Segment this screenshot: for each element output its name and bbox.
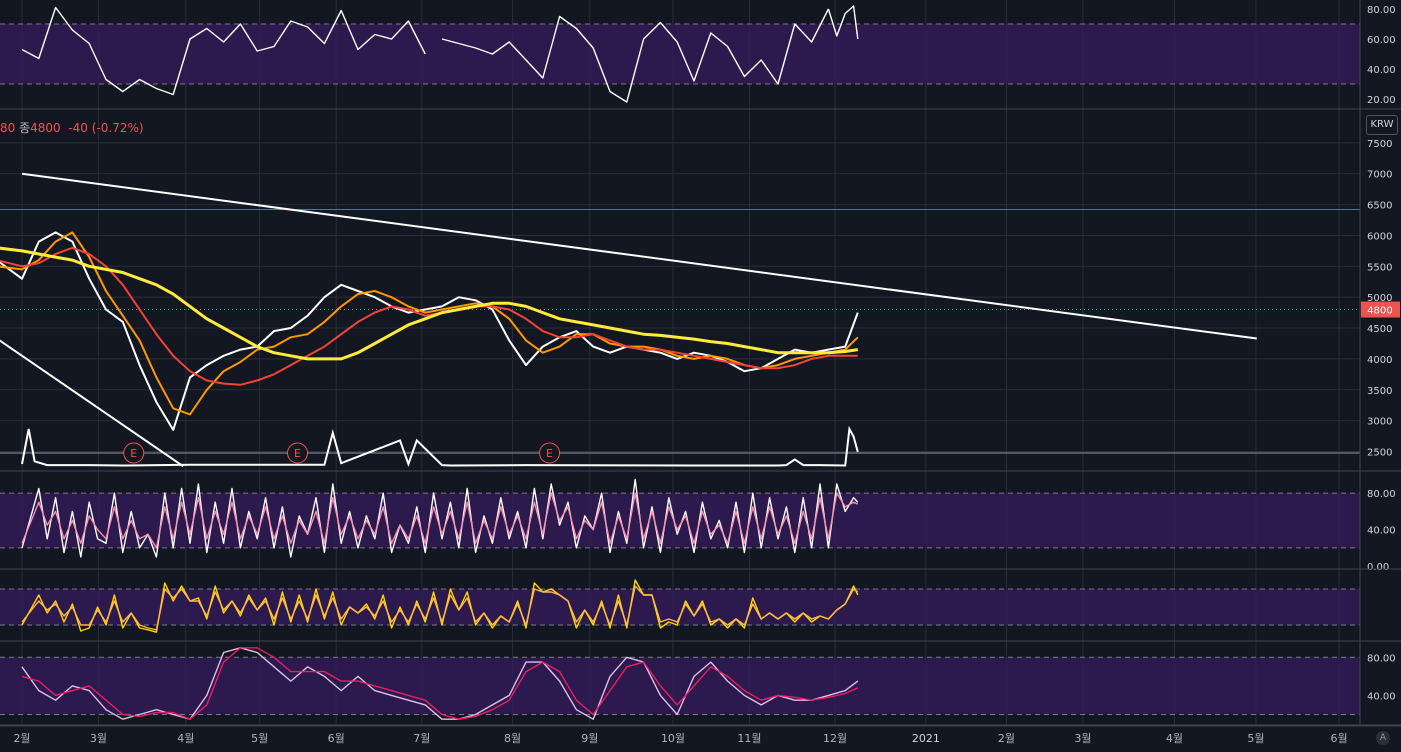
ohlc-prefix: 80 [0,121,16,135]
close-label: 종 [19,121,31,135]
y-tick-label: 6000 [1367,231,1392,242]
moving-average-series [0,231,859,431]
y-tick-label: 80.00 [1367,489,1396,500]
y-tick-label: 20.00 [1367,95,1396,106]
y-tick-label: 5000 [1367,293,1392,304]
indicator-series [441,8,830,103]
earnings-marker [123,442,145,464]
x-tick-label: 12월 [823,732,847,745]
y-tick-label: 3500 [1367,386,1392,397]
indicator-series [21,585,859,631]
x-tick-label: 2월 [13,732,30,745]
ohlc-legend: 80 종4800 -40 (-0.72%) [0,119,144,136]
indicator-band [0,24,1360,84]
x-tick-label: 3월 [1074,732,1091,745]
x-tick-label: 5월 [251,732,268,745]
x-tick-label: 11월 [737,732,761,745]
moving-average-series [0,231,859,416]
y-tick-label: 7000 [1367,170,1392,181]
change-value: -40 (-0.72%) [68,121,144,135]
trendline [0,339,184,468]
x-tick-label: 2월 [998,732,1015,745]
y-tick-label: 3000 [1367,417,1392,428]
indicator-band [0,657,1360,715]
x-tick-label: 4월 [1166,732,1183,745]
earnings-marker [539,442,561,464]
auto-scale-button[interactable]: A [1376,731,1390,745]
x-tick-label: 8월 [504,732,521,745]
x-tick-label: 6월 [328,732,345,745]
x-tick-label: 5월 [1247,732,1264,745]
y-tick-label: 4000 [1367,355,1392,366]
y-tick-label: 4500 [1367,324,1392,335]
y-tick-label: 80.00 [1367,653,1396,664]
earnings-marker-label: E [294,447,301,460]
indicator-series [21,647,859,720]
y-tick-label: 80.00 [1367,5,1396,16]
y-tick-label: 40.00 [1367,65,1396,76]
indicator-band [0,589,1360,625]
x-tick-label: 7월 [413,732,430,745]
volume-series [21,425,859,467]
y-tick-label: 7500 [1367,139,1392,150]
trendline [21,172,1257,340]
y-tick-label: 6500 [1367,201,1392,212]
moving-average-series [0,246,859,361]
close-value: 4800 [30,121,61,135]
x-tick-label: 10월 [661,732,685,745]
x-tick-label: 4월 [177,732,194,745]
y-tick-label: 2500 [1367,447,1392,458]
earnings-marker [287,442,309,464]
indicator-series [21,6,426,96]
indicator-series [21,647,859,720]
x-tick-label: 3월 [90,732,107,745]
y-tick-label: 60.00 [1367,35,1396,46]
y-tick-label: 40.00 [1367,691,1396,702]
last-price-tag-label: 4800 [1367,306,1392,317]
earnings-marker-label: E [546,447,553,460]
currency-badge[interactable]: KRW [1366,115,1398,135]
x-tick-label: 2021 [912,732,940,745]
y-tick-label: 40.00 [1367,526,1396,537]
indicator-series [827,5,859,40]
indicator-series [21,492,859,549]
y-tick-label: 5500 [1367,262,1392,273]
x-tick-label: 9월 [581,732,598,745]
x-tick-label: 6월 [1331,732,1348,745]
y-tick-label: 0.00 [1367,562,1389,573]
earnings-marker-label: E [130,447,137,460]
indicator-band [0,493,1360,548]
last-price-tag [1361,301,1400,318]
